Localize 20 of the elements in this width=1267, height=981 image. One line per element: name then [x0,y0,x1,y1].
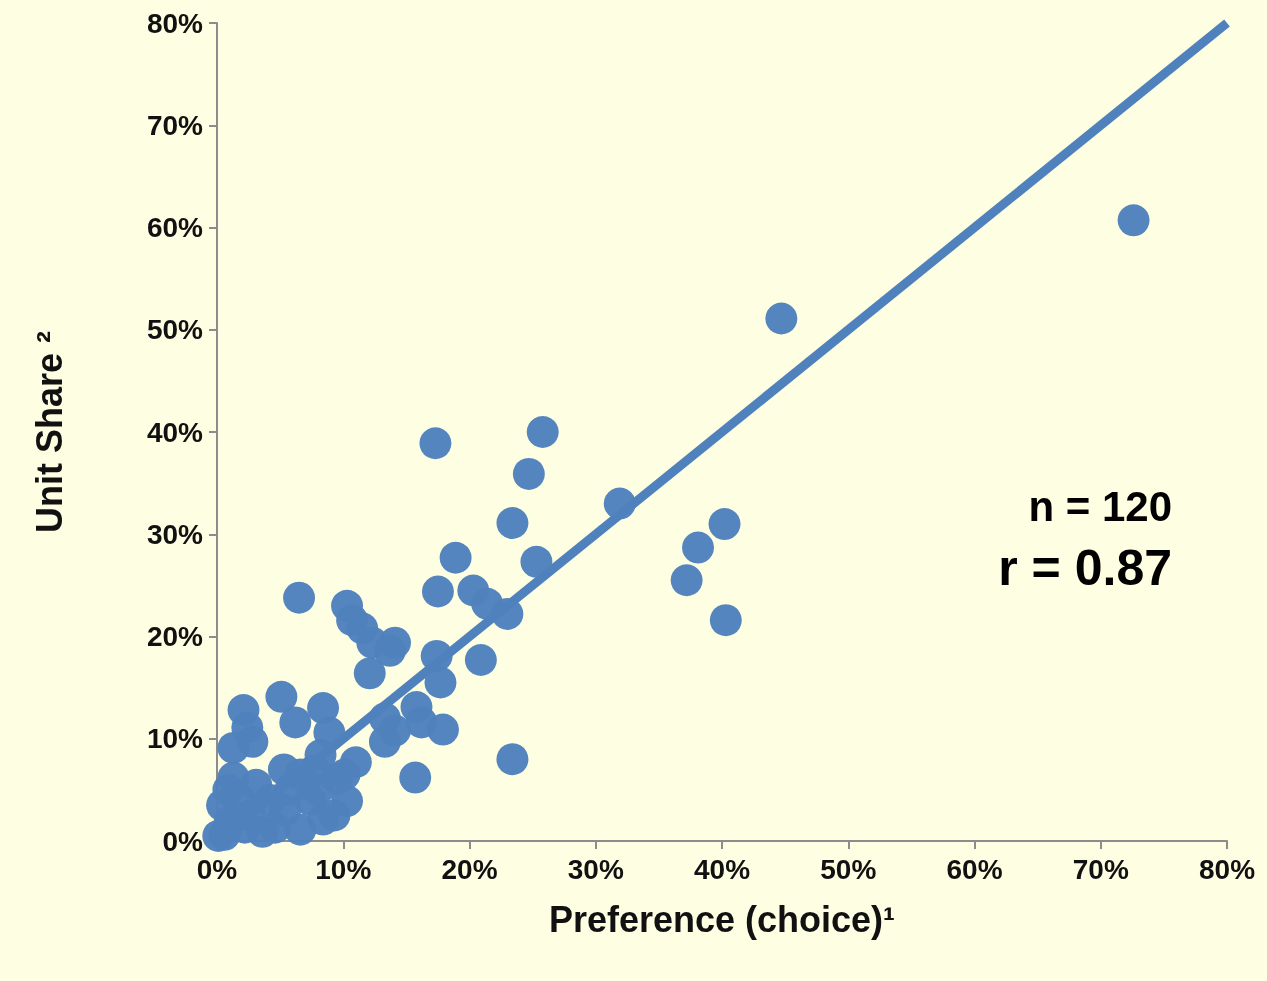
x-tick-label: 30% [567,853,624,885]
x-tick-label: 60% [946,853,1003,885]
y-tick-label: 30% [146,518,204,550]
y-axis-title: Unit Share ² [28,330,70,534]
x-tick-label: 70% [1072,853,1129,885]
x-tick-label: 20% [441,853,498,885]
y-tick-label: 60% [146,212,204,243]
x-tick-label: 80% [1198,853,1256,885]
y-tick-label: 20% [146,621,204,652]
x-axis-title: Preference (choice)¹ [548,898,896,940]
x-tick-label: 50% [820,853,877,885]
x-tick-label: 10% [315,853,372,885]
y-tick-label: 70% [146,109,204,141]
y-tick-label: 80% [146,7,204,39]
annotation: r = 0.87 [998,540,1173,596]
y-tick-label: 10% [146,723,204,755]
annotation: n = 120 [1028,482,1173,530]
y-tick-label: 50% [146,314,204,346]
y-tick-label: 40% [146,416,204,448]
x-tick-label: 40% [693,853,751,885]
